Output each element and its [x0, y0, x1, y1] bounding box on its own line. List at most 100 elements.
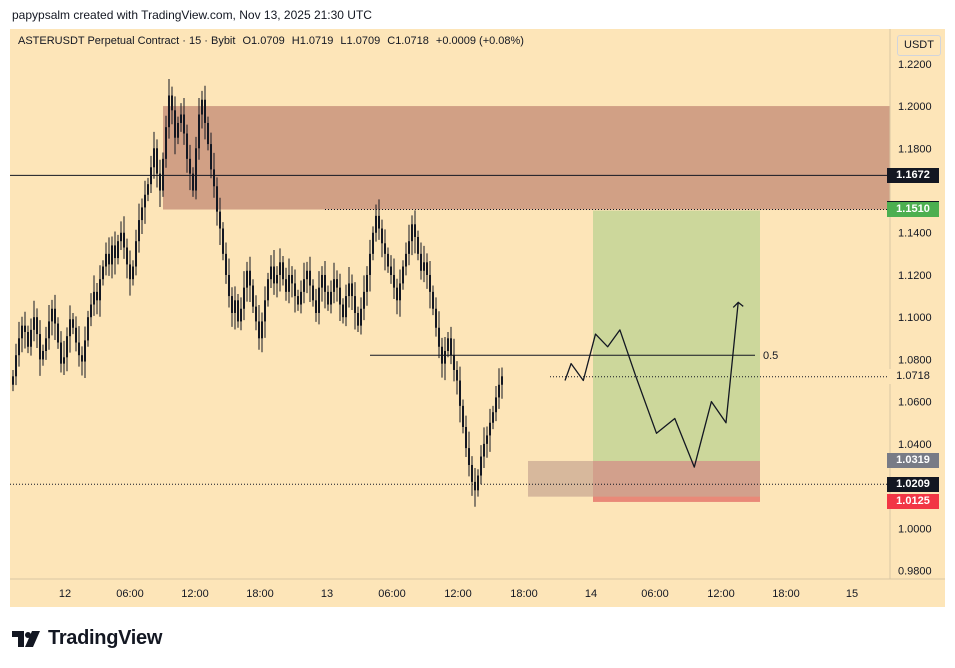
candle-body — [390, 266, 392, 275]
created-by-text: papypsalm created with TradingView.com, … — [12, 8, 372, 22]
candle-body — [414, 224, 416, 237]
candle-body — [138, 220, 140, 242]
candle-body — [246, 270, 248, 288]
candle-body — [273, 266, 275, 284]
candle-body — [417, 236, 419, 254]
candle-body — [78, 342, 80, 356]
candle-body — [207, 122, 209, 145]
candle-body — [111, 245, 113, 265]
candle-body — [486, 435, 488, 444]
price-tag-green: 1.1510 — [887, 202, 939, 218]
candle-body — [453, 355, 455, 370]
time-tick-label: 15 — [846, 588, 858, 600]
candle-body — [126, 247, 128, 265]
candle-body — [279, 262, 281, 275]
candle-body — [450, 338, 452, 356]
candle-body — [369, 253, 371, 275]
candle-body — [408, 241, 410, 254]
candle-body — [153, 148, 155, 168]
candle-body — [66, 336, 68, 358]
candle-body — [306, 270, 308, 280]
candle-body — [495, 397, 497, 413]
price-tag-red: 1.0125 — [887, 494, 939, 510]
candle-body — [219, 211, 221, 229]
candle-body — [480, 456, 482, 476]
candle-body — [63, 357, 65, 364]
candle-body — [57, 323, 59, 343]
candle-body — [117, 241, 119, 259]
candle-body — [42, 350, 44, 360]
candle-body — [120, 232, 122, 242]
candle-body — [312, 285, 314, 301]
candle-body — [255, 306, 257, 322]
candle-body — [483, 443, 485, 457]
candle-body — [303, 279, 305, 292]
candle-body — [402, 266, 404, 284]
candle-body — [213, 169, 215, 187]
ohlc-legend: ASTERUSDT Perpetual Contract · 15 · Bybi… — [18, 35, 528, 47]
candle-body — [462, 405, 464, 427]
price-tick-label: 1.2000 — [898, 101, 932, 113]
candle-body — [282, 262, 284, 280]
candle-body — [81, 355, 83, 362]
candle-body — [198, 114, 200, 149]
candle-body — [210, 144, 212, 170]
candle-body — [435, 308, 437, 328]
level-annotation: 0.5 — [763, 350, 778, 362]
chart-area[interactable]: 0.5 1.2200 1.2000 1.1800 1.1400 1.1200 1.1000 1… — [10, 29, 945, 607]
price-tick-label: 1.2200 — [898, 59, 932, 71]
price-tick-label: 1.0400 — [898, 439, 932, 451]
candle-body — [468, 448, 470, 465]
candle-body — [327, 291, 329, 305]
time-tick-label: 12:00 — [444, 588, 472, 600]
candle-body — [333, 279, 335, 292]
candle-body — [147, 184, 149, 195]
candle-body — [96, 291, 98, 301]
currency-selector[interactable]: USDT — [897, 35, 941, 56]
candle-body — [318, 287, 320, 313]
candle-body — [45, 338, 47, 351]
candle-body — [465, 426, 467, 449]
projection-arrowhead — [732, 301, 744, 308]
candle-body — [234, 300, 236, 313]
time-tick-label: 12 — [59, 588, 71, 600]
candle-body — [411, 224, 413, 242]
brand-name: TradingView — [48, 627, 163, 649]
price-tick-label: 1.1200 — [898, 270, 932, 282]
price-tick-label: 1.1000 — [898, 312, 932, 324]
candle-body — [432, 291, 434, 309]
candle-body — [315, 300, 317, 313]
candle-body — [144, 194, 146, 208]
close-value: C1.0718 — [387, 35, 429, 47]
candle-body — [60, 342, 62, 364]
candle-body — [231, 296, 233, 313]
candle-body — [342, 304, 344, 318]
price-tag-black: 1.0209 — [887, 476, 939, 492]
candle-body — [159, 173, 161, 191]
time-tick-label: 18:00 — [246, 588, 274, 600]
candle-body — [156, 148, 158, 174]
time-tick-label: 13 — [321, 588, 333, 600]
candle-body — [264, 300, 266, 322]
candle-body — [15, 355, 17, 377]
candle-body — [384, 243, 386, 254]
chart-canvas[interactable]: 0.5 1.2200 1.2000 1.1800 1.1400 1.1200 1.1000 1… — [10, 29, 945, 607]
candle-body — [189, 158, 191, 174]
candle-body — [174, 110, 176, 138]
candle-body — [393, 274, 395, 288]
time-tick-label: 06:00 — [641, 588, 669, 600]
target-zone — [593, 210, 760, 461]
candle-body — [378, 215, 380, 229]
candle-body — [171, 95, 173, 111]
candle-body — [258, 321, 260, 339]
candle-body — [132, 266, 134, 280]
candle-body — [21, 325, 23, 339]
candle-body — [471, 464, 473, 482]
candle-body — [240, 308, 242, 322]
candle-body — [291, 274, 293, 284]
candle-body — [39, 334, 41, 360]
candle-body — [87, 317, 89, 341]
tradingview-logo[interactable]: TradingView — [12, 627, 162, 650]
time-tick-label: 18:00 — [510, 588, 538, 600]
candle-body — [330, 291, 332, 305]
